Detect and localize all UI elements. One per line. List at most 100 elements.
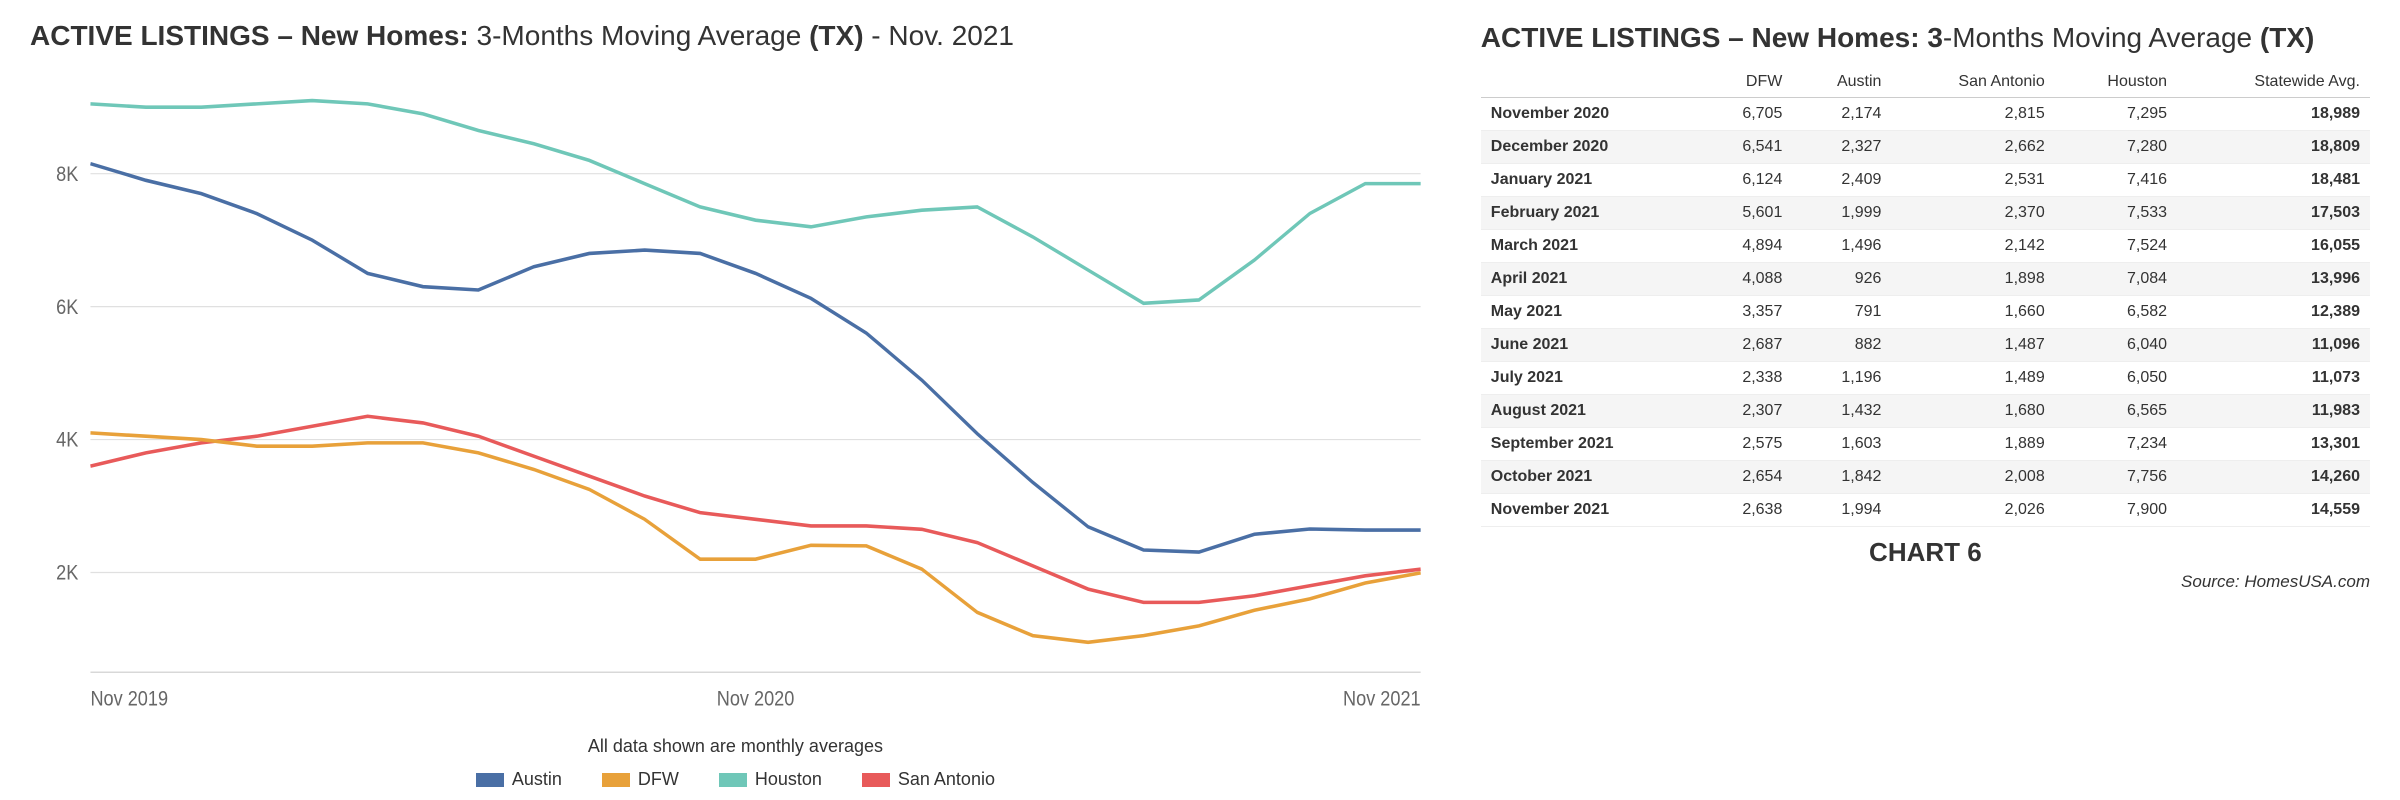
table-cell: 16,055 xyxy=(2177,230,2370,263)
svg-text:8K: 8K xyxy=(56,162,79,186)
table-body: November 20206,7052,1742,8157,29518,989D… xyxy=(1481,98,2370,527)
table-cell: 2,008 xyxy=(1891,461,2054,494)
table-cell: June 2021 xyxy=(1481,329,1700,362)
table-cell: 1,889 xyxy=(1891,428,2054,461)
table-cell: 1,196 xyxy=(1792,362,1891,395)
table-cell: 926 xyxy=(1792,263,1891,296)
chart-title: ACTIVE LISTINGS – New Homes: 3-Months Mo… xyxy=(30,20,1441,52)
table-cell: 18,809 xyxy=(2177,131,2370,164)
table-header-cell: Houston xyxy=(2055,67,2177,98)
table-cell: 6,040 xyxy=(2055,329,2177,362)
table-cell: 12,389 xyxy=(2177,296,2370,329)
table-cell: 2,687 xyxy=(1700,329,1792,362)
table-cell: February 2021 xyxy=(1481,197,1700,230)
legend-label: San Antonio xyxy=(898,769,995,790)
table-title-rest: -Months Moving Average xyxy=(1943,22,2260,53)
table-header-cell: Statewide Avg. xyxy=(2177,67,2370,98)
table-cell: 1,489 xyxy=(1891,362,2054,395)
table-title-3: 3 xyxy=(1920,22,1943,53)
table-cell: 6,705 xyxy=(1700,98,1792,131)
table-cell: 2,575 xyxy=(1700,428,1792,461)
table-cell: 6,541 xyxy=(1700,131,1792,164)
table-cell: 1,999 xyxy=(1792,197,1891,230)
table-cell: 11,983 xyxy=(2177,395,2370,428)
table-cell: 1,496 xyxy=(1792,230,1891,263)
table-cell: 11,096 xyxy=(2177,329,2370,362)
table-cell: 6,050 xyxy=(2055,362,2177,395)
source-citation: Source: HomesUSA.com xyxy=(1481,572,2370,592)
table-cell: 2,662 xyxy=(1891,131,2054,164)
legend-item: San Antonio xyxy=(862,769,995,790)
table-cell: 2,370 xyxy=(1891,197,2054,230)
table-cell: 4,088 xyxy=(1700,263,1792,296)
table-cell: 7,900 xyxy=(2055,494,2177,527)
legend-item: Austin xyxy=(476,769,562,790)
table-cell: 5,601 xyxy=(1700,197,1792,230)
table-header-cell: Austin xyxy=(1792,67,1891,98)
table-cell: 6,124 xyxy=(1700,164,1792,197)
line-chart: 2K4K6K8KNov 2019Nov 2020Nov 2021 xyxy=(30,62,1441,732)
table-cell: 2,307 xyxy=(1700,395,1792,428)
table-title-bold: ACTIVE LISTINGS – New Homes: xyxy=(1481,22,1920,53)
legend-item: DFW xyxy=(602,769,679,790)
table-cell: August 2021 xyxy=(1481,395,1700,428)
table-cell: 882 xyxy=(1792,329,1891,362)
chart-number-label: CHART 6 xyxy=(1481,537,2370,568)
chart-legend: Austin DFW Houston San Antonio xyxy=(30,769,1441,790)
table-cell: 2,338 xyxy=(1700,362,1792,395)
table-cell: 1,898 xyxy=(1891,263,2054,296)
table-cell: 1,432 xyxy=(1792,395,1891,428)
table-cell: 7,295 xyxy=(2055,98,2177,131)
table-cell: 2,327 xyxy=(1792,131,1891,164)
chart-panel: ACTIVE LISTINGS – New Homes: 3-Months Mo… xyxy=(30,20,1481,790)
table-cell: November 2020 xyxy=(1481,98,1700,131)
legend-swatch xyxy=(602,773,630,787)
table-cell: 14,559 xyxy=(2177,494,2370,527)
legend-label: Houston xyxy=(755,769,822,790)
table-header-row: DFWAustinSan AntonioHoustonStatewide Avg… xyxy=(1481,67,2370,98)
svg-text:4K: 4K xyxy=(56,428,79,452)
table-row: October 20212,6541,8422,0087,75614,260 xyxy=(1481,461,2370,494)
table-cell: April 2021 xyxy=(1481,263,1700,296)
table-row: January 20216,1242,4092,5317,41618,481 xyxy=(1481,164,2370,197)
table-row: November 20206,7052,1742,8157,29518,989 xyxy=(1481,98,2370,131)
table-cell: 2,026 xyxy=(1891,494,2054,527)
table-header-cell: DFW xyxy=(1700,67,1792,98)
svg-text:Nov 2020: Nov 2020 xyxy=(717,687,795,711)
chart-title-mid: 3-Months Moving Average xyxy=(469,20,809,51)
table-cell: 2,638 xyxy=(1700,494,1792,527)
table-panel: ACTIVE LISTINGS – New Homes: 3-Months Mo… xyxy=(1481,20,2370,790)
table-row: March 20214,8941,4962,1427,52416,055 xyxy=(1481,230,2370,263)
table-cell: 2,815 xyxy=(1891,98,2054,131)
legend-swatch xyxy=(862,773,890,787)
table-cell: November 2021 xyxy=(1481,494,1700,527)
svg-text:Nov 2019: Nov 2019 xyxy=(90,687,168,711)
table-cell: 13,996 xyxy=(2177,263,2370,296)
table-cell: 2,654 xyxy=(1700,461,1792,494)
table-cell: January 2021 xyxy=(1481,164,1700,197)
table-row: February 20215,6011,9992,3707,53317,503 xyxy=(1481,197,2370,230)
table-cell: 14,260 xyxy=(2177,461,2370,494)
table-cell: 2,174 xyxy=(1792,98,1891,131)
table-row: September 20212,5751,6031,8897,23413,301 xyxy=(1481,428,2370,461)
table-cell: 17,503 xyxy=(2177,197,2370,230)
table-cell: 7,416 xyxy=(2055,164,2177,197)
table-row: June 20212,6878821,4876,04011,096 xyxy=(1481,329,2370,362)
table-cell: 2,531 xyxy=(1891,164,2054,197)
table-row: November 20212,6381,9942,0267,90014,559 xyxy=(1481,494,2370,527)
table-cell: 18,989 xyxy=(2177,98,2370,131)
table-cell: October 2021 xyxy=(1481,461,1700,494)
data-table: DFWAustinSan AntonioHoustonStatewide Avg… xyxy=(1481,67,2370,527)
legend-swatch xyxy=(719,773,747,787)
table-cell: March 2021 xyxy=(1481,230,1700,263)
table-row: July 20212,3381,1961,4896,05011,073 xyxy=(1481,362,2370,395)
table-header-cell xyxy=(1481,67,1700,98)
legend-label: DFW xyxy=(638,769,679,790)
table-cell: July 2021 xyxy=(1481,362,1700,395)
table-row: May 20213,3577911,6606,58212,389 xyxy=(1481,296,2370,329)
table-cell: 13,301 xyxy=(2177,428,2370,461)
table-cell: 7,234 xyxy=(2055,428,2177,461)
chart-title-bold: ACTIVE LISTINGS – New Homes: xyxy=(30,20,469,51)
legend-item: Houston xyxy=(719,769,822,790)
table-cell: 1,487 xyxy=(1891,329,2054,362)
